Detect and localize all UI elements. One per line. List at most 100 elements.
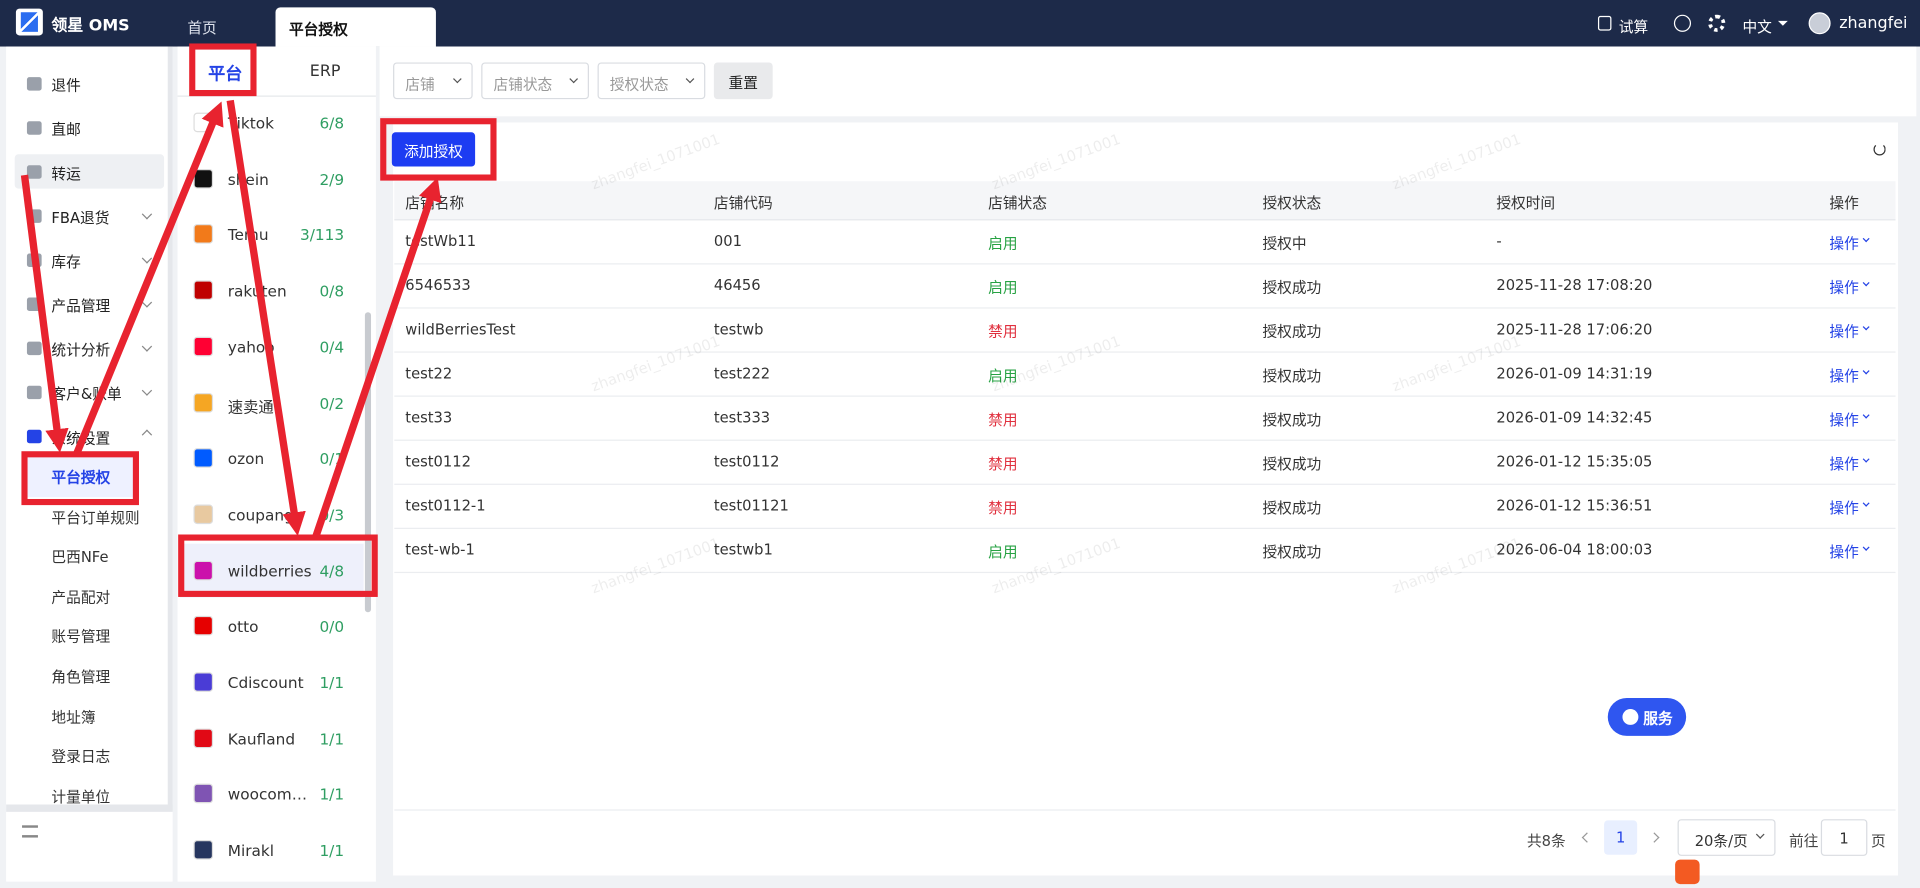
filter-select[interactable]: 店铺状态	[481, 62, 589, 100]
calc-icon	[1597, 15, 1612, 31]
menu-item[interactable]: 产品管理	[51, 297, 111, 315]
select-caret	[1755, 830, 1765, 839]
filter-select[interactable]: 授权状态	[597, 62, 706, 100]
page-current[interactable]: 1	[1604, 820, 1638, 855]
user[interactable]: zhangfei	[1839, 14, 1908, 34]
select-caret	[685, 74, 695, 84]
cell-auth: 授权成功	[1262, 411, 1322, 429]
cell-action[interactable]: 操作	[1829, 411, 1859, 429]
refresh-icon[interactable]	[1873, 143, 1886, 156]
cell-action[interactable]: 操作	[1829, 235, 1859, 253]
cell-action[interactable]: 操作	[1829, 323, 1859, 341]
filter-select[interactable]: 店铺	[393, 62, 473, 100]
cell-name: test33	[405, 408, 453, 427]
submenu-item[interactable]: 平台订单规则	[51, 508, 140, 527]
menu-item[interactable]: 直邮	[51, 121, 81, 139]
platform-tab-active[interactable]: 平台	[208, 64, 243, 85]
platform-icon	[193, 784, 214, 804]
download-icon[interactable]	[1673, 14, 1692, 32]
submenu-item[interactable]: 计量单位	[51, 788, 111, 806]
cell-time: 2026-06-04 18:00:03	[1496, 541, 1653, 559]
select-caret	[569, 74, 579, 84]
submenu-item[interactable]: 账号管理	[51, 628, 111, 646]
cell-action[interactable]: 操作	[1829, 367, 1859, 385]
platform-icon	[193, 672, 214, 692]
logo-mark	[20, 12, 38, 32]
platform-icon	[193, 840, 214, 860]
service-button[interactable]: 服务	[1607, 697, 1687, 736]
cell-time: 2026-01-12 15:36:51	[1496, 497, 1653, 515]
platform-count: 1/1	[319, 841, 345, 860]
cell-auth: 授权成功	[1262, 499, 1322, 517]
menu-item[interactable]: 转运	[51, 165, 81, 183]
cell-auth: 授权成功	[1262, 279, 1322, 297]
platform-icon	[193, 504, 214, 524]
cell-status: 禁用	[988, 499, 1018, 517]
settings-icon[interactable]	[1708, 14, 1726, 32]
platform-icon	[193, 616, 214, 636]
tab-active[interactable]: 平台授权	[275, 7, 436, 47]
menu-item[interactable]: 统计分析	[51, 341, 111, 359]
cell-action[interactable]: 操作	[1829, 543, 1859, 561]
row-line	[394, 439, 1896, 441]
add-button[interactable]: 添加授权	[391, 132, 476, 167]
language-caret	[1777, 20, 1788, 31]
calc[interactable]: 试算	[1618, 18, 1649, 36]
cell-name: test22	[405, 364, 453, 383]
cell-time: 2026-01-12 15:35:05	[1496, 453, 1653, 471]
cell-name: test0112-1	[405, 497, 486, 515]
cell-time: 2025-11-28 17:06:20	[1496, 320, 1653, 338]
platform-icon	[193, 224, 214, 245]
cell-time: 2026-01-09 14:31:19	[1496, 364, 1653, 383]
cell-time: 2026-01-09 14:32:45	[1496, 408, 1653, 427]
platform-icon	[193, 448, 214, 468]
goto-label: 前往	[1788, 832, 1819, 850]
page-size[interactable]: 20条/页	[1677, 819, 1776, 856]
content-card	[393, 122, 1898, 876]
submenu-item[interactable]: 巴西NFe	[51, 548, 109, 566]
reset-button[interactable]: 重置	[713, 62, 773, 100]
menu-item[interactable]: 库存	[51, 253, 81, 271]
cell-action[interactable]: 操作	[1829, 499, 1859, 517]
cell-code: test333	[713, 408, 771, 427]
row-line	[394, 571, 1896, 574]
service-text: 服务	[1643, 710, 1673, 728]
cell-auth: 授权成功	[1262, 367, 1322, 385]
column-header: 授权时间	[1496, 194, 1556, 212]
row-line	[394, 307, 1896, 309]
submenu-item[interactable]: 登录日志	[51, 748, 111, 766]
menu-item[interactable]: 系统设置	[51, 429, 111, 447]
platform-count: 3/113	[299, 225, 345, 245]
submenu-item[interactable]: 产品配对	[51, 588, 111, 606]
submenu-item[interactable]: 平台授权	[51, 468, 111, 487]
menu-item[interactable]: 客户&账单	[51, 385, 122, 403]
menu-item[interactable]: 退件	[51, 77, 81, 95]
cell-status: 启用	[988, 367, 1018, 385]
menu-icon	[26, 297, 42, 312]
cell-code: testwb1	[713, 541, 773, 559]
cell-time: 2025-11-28 17:08:20	[1496, 276, 1653, 294]
submenu-item[interactable]: 角色管理	[51, 668, 111, 686]
cell-action[interactable]: 操作	[1829, 455, 1859, 473]
row-line	[394, 527, 1896, 529]
table-header	[394, 181, 1896, 221]
tab[interactable]: 首页	[187, 19, 217, 37]
menu-item[interactable]: FBA退货	[51, 209, 110, 227]
cell-status: 禁用	[988, 411, 1018, 429]
platform-tab[interactable]: ERP	[309, 62, 341, 81]
language[interactable]: 中文	[1742, 18, 1772, 36]
row-line	[394, 263, 1896, 265]
cell-name: testWb11	[405, 232, 477, 250]
cell-time: -	[1496, 232, 1502, 250]
platform-scrollbar	[364, 312, 372, 613]
cell-code: 001	[713, 232, 742, 250]
platform-count: 0/8	[319, 281, 345, 301]
column-header: 操作	[1829, 194, 1859, 212]
sidebar-scroll	[167, 46, 173, 811]
goto-input[interactable]: 1	[1820, 819, 1868, 856]
submenu-item[interactable]: 地址簿	[51, 708, 96, 726]
menu-icon	[26, 341, 42, 356]
column-header: 店铺代码	[713, 194, 773, 212]
row-line	[394, 483, 1896, 485]
cell-action[interactable]: 操作	[1829, 279, 1859, 297]
